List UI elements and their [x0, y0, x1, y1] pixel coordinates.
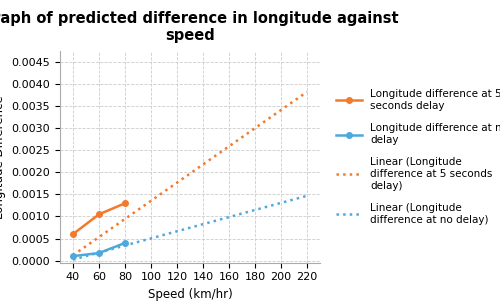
Title: Graph of predicted difference in longitude against
speed: Graph of predicted difference in longitu…: [0, 11, 399, 43]
X-axis label: Speed (km/hr): Speed (km/hr): [148, 288, 232, 301]
Y-axis label: Longitude Difference: Longitude Difference: [0, 95, 6, 219]
Legend: Longitude difference at 5
seconds delay, Longitude difference at no
delay, Linea: Longitude difference at 5 seconds delay,…: [336, 89, 500, 225]
